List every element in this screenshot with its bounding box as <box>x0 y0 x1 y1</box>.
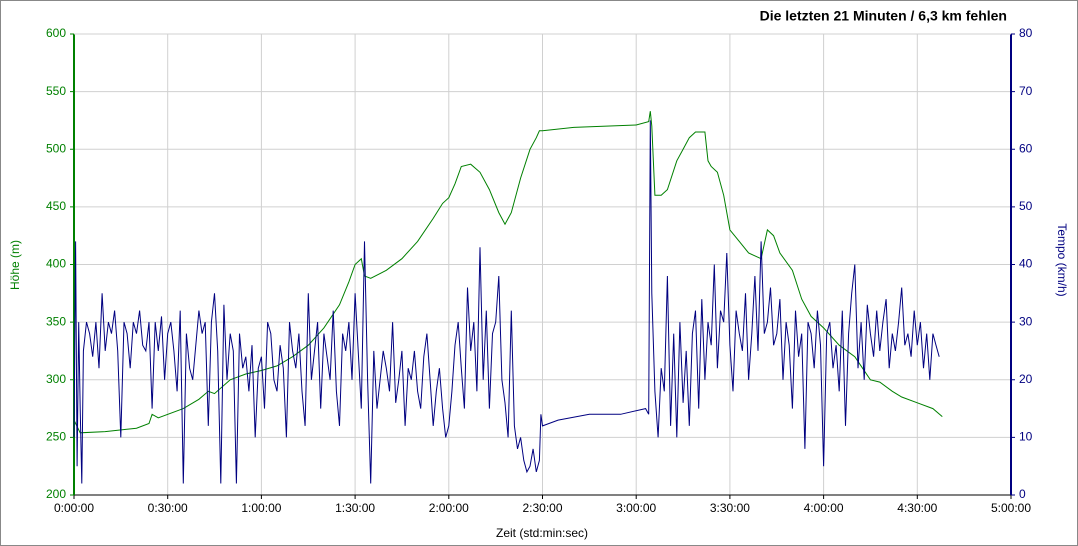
x-tick-label: 3:00:00 <box>616 501 656 515</box>
y-tick-label: 200 <box>46 487 66 501</box>
y2-tick-label: 10 <box>1019 430 1033 444</box>
y2-tick-label: 70 <box>1019 84 1033 98</box>
y2-tick-label: 50 <box>1019 199 1033 213</box>
y2-tick-label: 30 <box>1019 314 1033 328</box>
x-tick-label: 2:30:00 <box>522 501 562 515</box>
y2-tick-label: 0 <box>1019 487 1026 501</box>
x-tick-label: 4:30:00 <box>897 501 937 515</box>
y-tick-label: 500 <box>46 141 66 155</box>
y2-tick-label: 20 <box>1019 372 1033 386</box>
y-tick-label: 300 <box>46 372 66 386</box>
y2-tick-label: 40 <box>1019 257 1033 271</box>
x-tick-label: 4:00:00 <box>804 501 844 515</box>
y2-tick-label: 60 <box>1019 141 1033 155</box>
x-tick-label: 3:30:00 <box>710 501 750 515</box>
chart-title: Die letzten 21 Minuten / 6,3 km fehlen <box>760 8 1007 24</box>
y2-tick-label: 80 <box>1019 26 1033 40</box>
x-tick-label: 5:00:00 <box>991 501 1031 515</box>
x-tick-label: 1:30:00 <box>335 501 375 515</box>
x-tick-label: 0:30:00 <box>148 501 188 515</box>
data-line <box>73 111 943 434</box>
y-tick-label: 350 <box>46 314 66 328</box>
y-tick-label: 550 <box>46 84 66 98</box>
y-tick-label: 450 <box>46 199 66 213</box>
x-axis-label: Zeit (std:min:sec) <box>496 526 588 540</box>
x-tick-label: 2:00:00 <box>429 501 469 515</box>
x-tick-label: 1:00:00 <box>241 501 281 515</box>
y-tick-label: 600 <box>46 26 66 40</box>
data-line <box>73 120 940 484</box>
x-tick-label: 0:00:00 <box>54 501 94 515</box>
y-axis-label: Höhe (m) <box>8 240 22 290</box>
y-tick-label: 400 <box>46 257 66 271</box>
y-tick-label: 250 <box>46 430 66 444</box>
y2-axis-label: Tempo (km/h) <box>1055 223 1069 296</box>
